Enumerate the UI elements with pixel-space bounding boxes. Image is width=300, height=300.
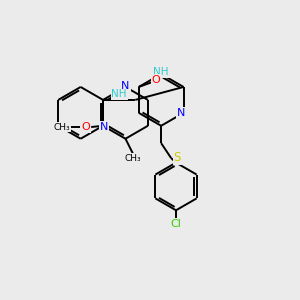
Text: S: S — [174, 152, 181, 164]
Text: O: O — [152, 74, 161, 85]
Text: CH₃: CH₃ — [124, 154, 141, 163]
Text: NH: NH — [111, 89, 127, 100]
Text: N: N — [100, 122, 109, 132]
Text: O: O — [81, 122, 90, 132]
Text: CH₃: CH₃ — [54, 122, 70, 131]
Text: N: N — [121, 81, 130, 91]
Text: N: N — [177, 108, 185, 118]
Text: NH: NH — [153, 67, 169, 77]
Text: Cl: Cl — [171, 219, 182, 229]
